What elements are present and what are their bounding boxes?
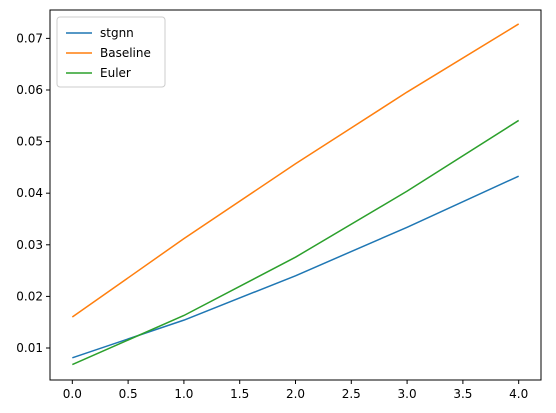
- x-tick-label: 1.0: [174, 387, 193, 401]
- x-tick-label: 0.0: [63, 387, 82, 401]
- series-line-baseline: [71, 23, 520, 318]
- series-lines: [71, 23, 520, 366]
- legend-label: Euler: [100, 66, 131, 80]
- y-tick-label: 0.06: [16, 83, 43, 97]
- y-tick-label: 0.02: [16, 289, 43, 303]
- x-tick-label: 4.0: [509, 387, 528, 401]
- series-line-euler: [72, 119, 520, 366]
- y-tick-label: 0.07: [16, 31, 43, 45]
- legend-label: stgnn: [100, 26, 134, 40]
- y-tick-label: 0.01: [16, 341, 43, 355]
- legend-box: [56, 16, 166, 88]
- legend-label: Baseline: [100, 46, 151, 60]
- y-tick-label: 0.05: [16, 135, 43, 149]
- x-tick-label: 3.0: [398, 387, 417, 401]
- plot-frame: [49, 9, 542, 381]
- x-tick-label: 2.0: [286, 387, 305, 401]
- y-tick-label: 0.03: [16, 238, 43, 252]
- x-tick-label: 1.5: [230, 387, 249, 401]
- x-tick-label: 3.5: [453, 387, 472, 401]
- series-line-stgnn: [72, 175, 519, 359]
- y-tick-label: 0.04: [16, 186, 43, 200]
- legend: stgnn Baseline Euler: [56, 16, 166, 88]
- x-tick-label: 0.5: [119, 387, 138, 401]
- x-tick-label: 2.5: [342, 387, 361, 401]
- axis-ticks: 0.0 0.5 1.0 1.5 2.0 2.5 3.0 3.5 4.0 0.01 0.02 0.03 0…: [16, 31, 528, 401]
